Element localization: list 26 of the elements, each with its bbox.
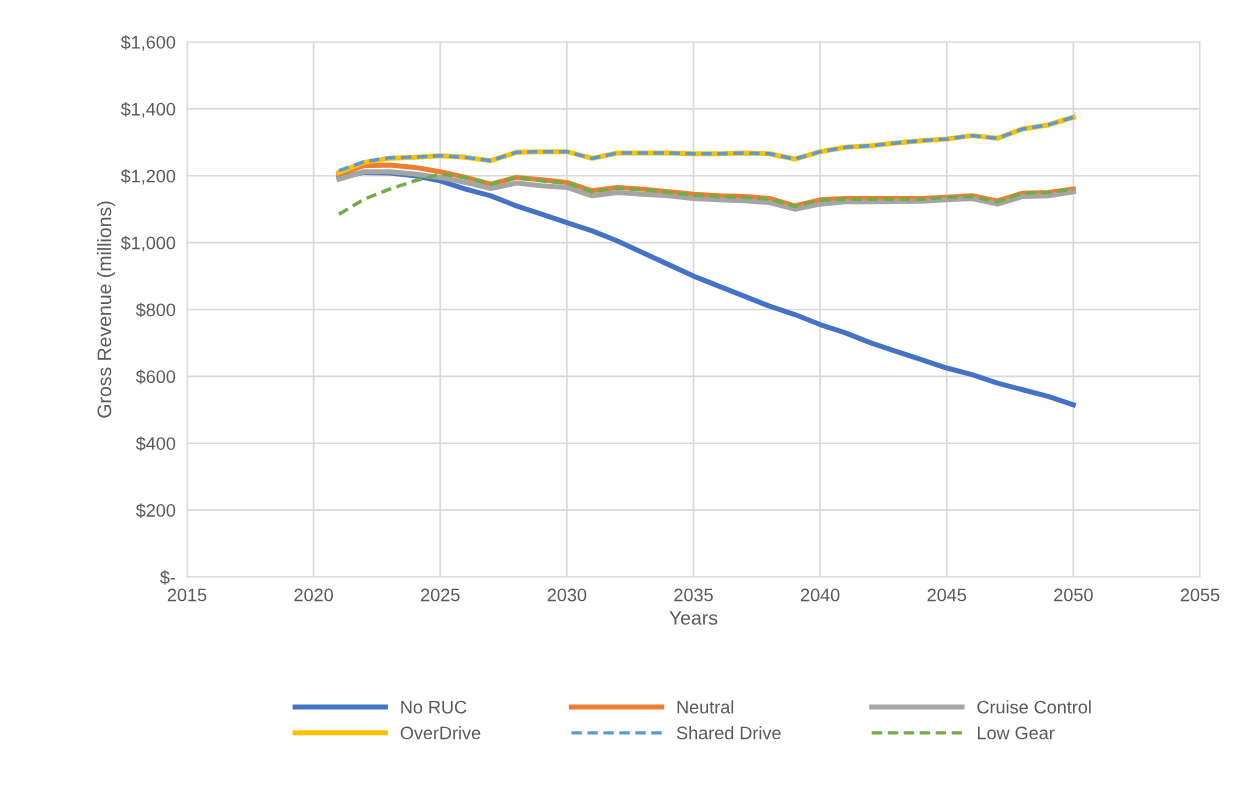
legend-label: Low Gear (977, 726, 1055, 740)
x-tick-label: 2050 (1054, 588, 1093, 602)
legend-label: Neutral (677, 700, 734, 714)
x-tick-label: 2040 (800, 588, 840, 602)
y-tick-label: $1,400 (120, 102, 176, 118)
x-tick-label: 2020 (294, 588, 333, 602)
legend-label: No RUC (401, 700, 467, 714)
y-tick-label: $1,000 (120, 235, 176, 252)
x-tick-label: 2045 (927, 588, 967, 602)
y-tick-label: $800 (135, 302, 176, 318)
legend-label: Shared Drive (676, 726, 781, 740)
y-tick-label: $200 (135, 503, 176, 518)
y-tick-label: $1,200 (120, 168, 176, 185)
x-tick-label: 2055 (1180, 588, 1220, 602)
y-tick-label: $400 (135, 436, 176, 452)
y-tick-label: $600 (135, 369, 176, 385)
x-tick-label: 2015 (167, 588, 207, 602)
x-tick-label: 2035 (674, 588, 713, 602)
legend-label: Cruise Control (977, 700, 1091, 714)
y-tick-label: $- (160, 570, 176, 585)
y-axis-title: Gross Revenue (millions) (96, 201, 116, 418)
x-tick-label: 2030 (547, 588, 587, 602)
x-tick-label: 2025 (421, 588, 460, 602)
x-axis-title: Years (669, 611, 718, 625)
y-tick-label: $1,600 (120, 35, 176, 51)
legend-label: OverDrive (400, 726, 481, 740)
